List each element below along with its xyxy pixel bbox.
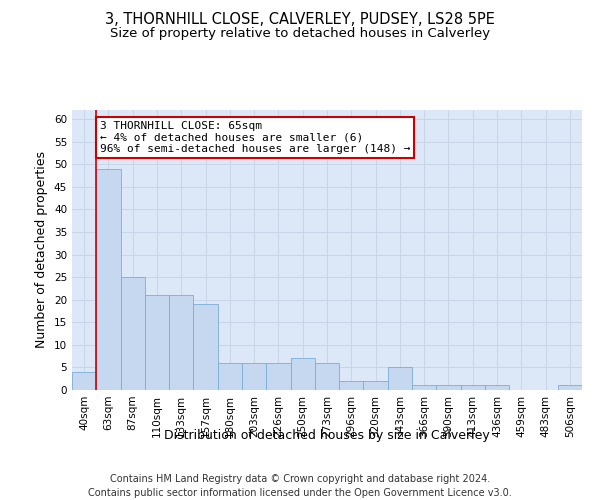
Bar bbox=[364, 381, 388, 390]
Bar bbox=[72, 372, 96, 390]
Text: Size of property relative to detached houses in Calverley: Size of property relative to detached ho… bbox=[110, 28, 490, 40]
Bar bbox=[193, 304, 218, 390]
Bar bbox=[461, 386, 485, 390]
Bar bbox=[121, 277, 145, 390]
Y-axis label: Number of detached properties: Number of detached properties bbox=[35, 152, 49, 348]
Text: Distribution of detached houses by size in Calverley: Distribution of detached houses by size … bbox=[164, 430, 490, 442]
Bar bbox=[290, 358, 315, 390]
Text: 3 THORNHILL CLOSE: 65sqm
← 4% of detached houses are smaller (6)
96% of semi-det: 3 THORNHILL CLOSE: 65sqm ← 4% of detache… bbox=[100, 122, 410, 154]
Bar bbox=[558, 386, 582, 390]
Bar bbox=[388, 368, 412, 390]
Bar bbox=[436, 386, 461, 390]
Bar bbox=[266, 363, 290, 390]
Bar bbox=[145, 295, 169, 390]
Text: 3, THORNHILL CLOSE, CALVERLEY, PUDSEY, LS28 5PE: 3, THORNHILL CLOSE, CALVERLEY, PUDSEY, L… bbox=[105, 12, 495, 28]
Bar bbox=[315, 363, 339, 390]
Bar bbox=[169, 295, 193, 390]
Bar bbox=[96, 168, 121, 390]
Bar bbox=[339, 381, 364, 390]
Bar bbox=[242, 363, 266, 390]
Bar bbox=[218, 363, 242, 390]
Bar bbox=[412, 386, 436, 390]
Text: Contains HM Land Registry data © Crown copyright and database right 2024.
Contai: Contains HM Land Registry data © Crown c… bbox=[88, 474, 512, 498]
Bar bbox=[485, 386, 509, 390]
